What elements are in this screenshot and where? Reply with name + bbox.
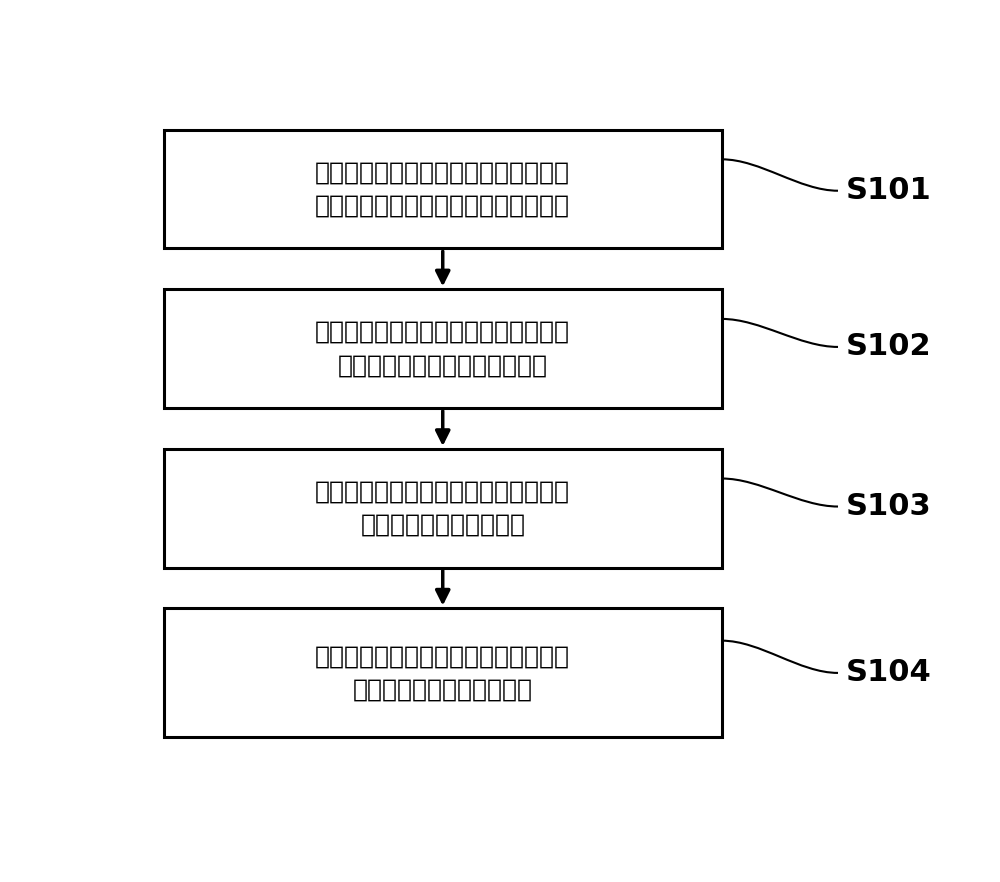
Text: S101: S101	[846, 176, 932, 206]
Bar	[164, 289, 722, 408]
Text: 采集监控区域内的图像，从采集到的图
像中提取行人图像和确定行人空间位置: 采集监控区域内的图像，从采集到的图 像中提取行人图像和确定行人空间位置	[315, 161, 570, 218]
Text: S103: S103	[846, 492, 931, 521]
Bar	[164, 449, 722, 568]
Bar	[164, 130, 722, 249]
Bar	[164, 609, 722, 737]
Text: S104: S104	[846, 659, 932, 687]
Text: 根据人脸空间位置，调整采集区域到人
脸区域，采集清晰人脸图像: 根据人脸空间位置，调整采集区域到人 脸区域，采集清晰人脸图像	[315, 644, 570, 702]
Text: S102: S102	[846, 333, 931, 362]
Text: 根据心跳信号与人脸的天然位置关系，
定位行人的人脸空间位置: 根据心跳信号与人脸的天然位置关系， 定位行人的人脸空间位置	[315, 480, 570, 537]
Text: 根据行人空间位置，使用光振动成像技
术获取行人心跳信号的空间位置: 根据行人空间位置，使用光振动成像技 术获取行人心跳信号的空间位置	[315, 320, 570, 377]
